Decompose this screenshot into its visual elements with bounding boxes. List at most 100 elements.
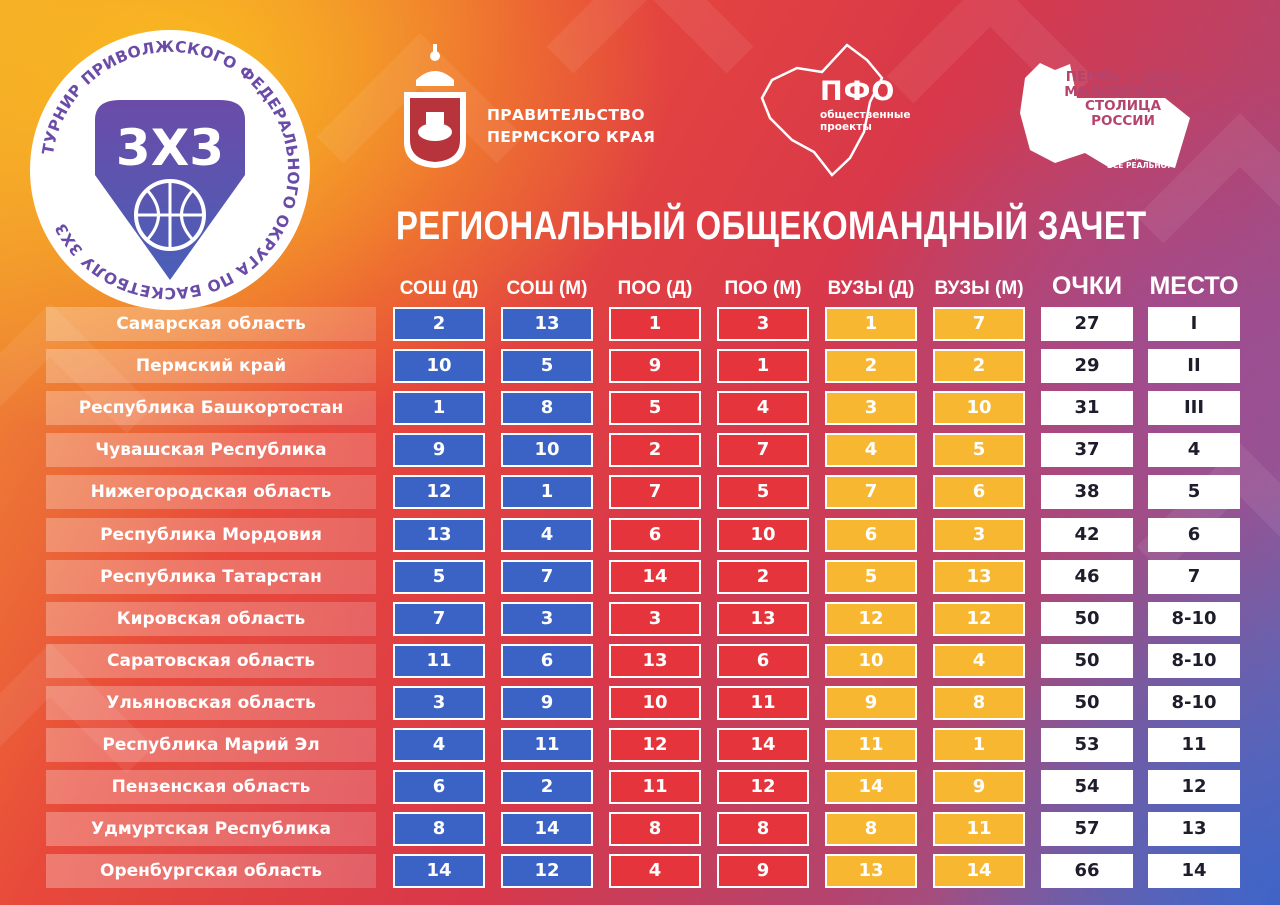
region-name: Кировская область (46, 602, 376, 636)
score-cell: 4 (609, 854, 701, 888)
score-cell: 2 (501, 770, 593, 804)
score-cell: 7 (717, 433, 809, 467)
place-cell: 8-10 (1148, 602, 1240, 636)
perm-line-3: СТОЛИЦА (1084, 98, 1162, 114)
score-cell: 7 (933, 307, 1025, 341)
region-name: Оренбургская область (46, 854, 376, 888)
score-cell: 5 (501, 349, 593, 383)
score-cell: 11 (825, 728, 917, 762)
perm-slogan-line-1: ГОРОД, ГДЕ (1107, 152, 1159, 161)
score-cell: 7 (825, 475, 917, 509)
points-cell: 46 (1041, 560, 1133, 594)
score-cell: 2 (933, 349, 1025, 383)
place-cell: 13 (1148, 812, 1240, 846)
score-cell: 9 (501, 686, 593, 720)
perm-line-4: РОССИИ (1091, 112, 1155, 129)
score-cell: 8 (825, 812, 917, 846)
column-header: СОШ (М) (506, 278, 588, 299)
score-cell: 4 (933, 644, 1025, 678)
score-cell: 9 (717, 854, 809, 888)
score-cell: 9 (825, 686, 917, 720)
column-header: ПОО (М) (724, 278, 802, 299)
points-cell: 66 (1041, 854, 1133, 888)
place-cell: I (1148, 307, 1240, 341)
score-cell: 3 (825, 391, 917, 425)
score-cell: 1 (825, 307, 917, 341)
region-name: Чувашская Республика (46, 433, 376, 467)
score-cell: 10 (717, 518, 809, 552)
score-cell: 3 (501, 602, 593, 636)
score-cell: 14 (393, 854, 485, 888)
score-cell: 6 (609, 518, 701, 552)
place-cell: 5 (1148, 475, 1240, 509)
score-cell: 8 (933, 686, 1025, 720)
points-cell: 29 (1041, 349, 1133, 383)
place-cell: 8-10 (1148, 686, 1240, 720)
score-cell: 3 (609, 602, 701, 636)
column-header: МЕСТО (1149, 272, 1239, 300)
pfo-subtitle-line-2: проекты (820, 121, 872, 133)
score-cell: 4 (717, 391, 809, 425)
score-cell: 8 (501, 391, 593, 425)
column-header: СОШ (Д) (399, 278, 479, 299)
perm-2025-bear-logo (1020, 63, 1190, 168)
place-cell: 12 (1148, 770, 1240, 804)
score-cell: 10 (609, 686, 701, 720)
place-cell: 11 (1148, 728, 1240, 762)
logo-center-text: 3X3 (116, 119, 224, 177)
score-cell: 14 (825, 770, 917, 804)
perm-line-2: МОЛОДЁЖНАЯ (1064, 83, 1182, 100)
score-cell: 6 (393, 770, 485, 804)
score-cell: 5 (609, 391, 701, 425)
region-name: Удмуртская Республика (46, 812, 376, 846)
place-cell: II (1148, 349, 1240, 383)
score-cell: 11 (933, 812, 1025, 846)
score-cell: 10 (933, 391, 1025, 425)
government-line-1: ПРАВИТЕЛЬСТВО (487, 106, 645, 124)
score-cell: 13 (501, 307, 593, 341)
score-cell: 10 (825, 644, 917, 678)
points-cell: 50 (1041, 686, 1133, 720)
score-cell: 6 (933, 475, 1025, 509)
perm-slogan-line-2: ВСЕ РЕАЛЬНО! (1107, 161, 1171, 170)
score-cell: 1 (933, 728, 1025, 762)
points-cell: 54 (1041, 770, 1133, 804)
column-header: ВУЗЫ (Д) (827, 278, 915, 299)
score-cell: 1 (393, 391, 485, 425)
region-name: Саратовская область (46, 644, 376, 678)
score-cell: 14 (933, 854, 1025, 888)
score-cell: 13 (609, 644, 701, 678)
score-cell: 13 (393, 518, 485, 552)
score-cell: 9 (609, 349, 701, 383)
score-cell: 12 (933, 602, 1025, 636)
score-cell: 12 (609, 728, 701, 762)
points-cell: 57 (1041, 812, 1133, 846)
region-name: Пензенская область (46, 770, 376, 804)
score-cell: 4 (393, 728, 485, 762)
score-cell: 11 (501, 728, 593, 762)
score-cell: 13 (933, 560, 1025, 594)
perm-line-1: ПЕРМЬ — 2025 (1065, 69, 1181, 85)
region-name: Ульяновская область (46, 686, 376, 720)
score-cell: 2 (609, 433, 701, 467)
score-cell: 3 (933, 518, 1025, 552)
points-cell: 53 (1041, 728, 1133, 762)
region-name: Республика Марий Эл (46, 728, 376, 762)
score-cell: 2 (825, 349, 917, 383)
place-cell: 8-10 (1148, 644, 1240, 678)
score-cell: 6 (825, 518, 917, 552)
perm-krai-emblem (404, 44, 466, 168)
pfo-subtitle-line-1: общественные (820, 109, 911, 121)
region-name: Республика Мордовия (46, 518, 376, 552)
points-cell: 37 (1041, 433, 1133, 467)
score-cell: 10 (393, 349, 485, 383)
score-cell: 7 (609, 475, 701, 509)
region-name: Республика Татарстан (46, 560, 376, 594)
place-cell: 7 (1148, 560, 1240, 594)
score-cell: 11 (609, 770, 701, 804)
government-caption: ПРАВИТЕЛЬСТВО ПЕРМСКОГО КРАЯ (487, 104, 655, 148)
score-cell: 13 (717, 602, 809, 636)
score-cell: 3 (393, 686, 485, 720)
pfo-subtitle: общественные проекты (820, 109, 910, 133)
column-header: ПОО (Д) (617, 278, 693, 299)
